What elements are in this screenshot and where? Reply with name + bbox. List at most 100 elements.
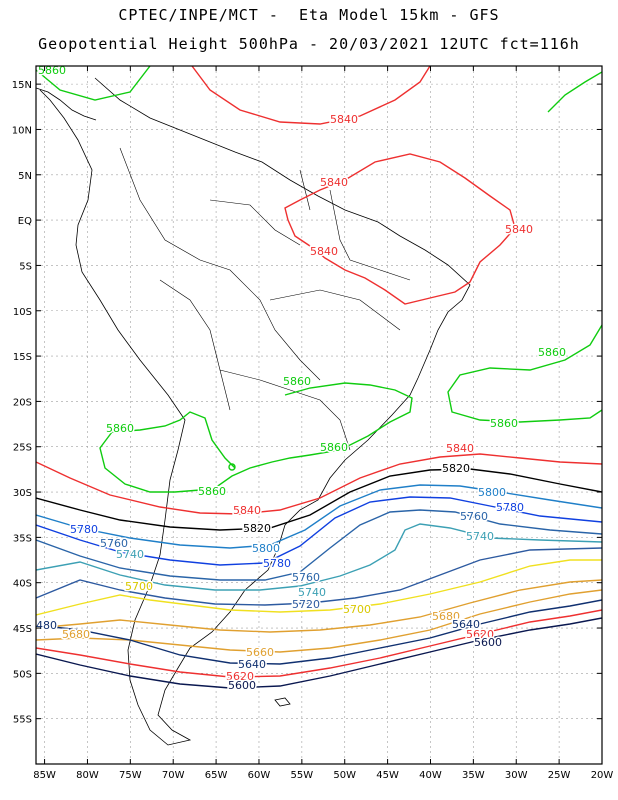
map-frame-border	[35, 65, 603, 765]
coastlines	[36, 77, 471, 746]
lat-tick-label: 55S	[13, 715, 32, 726]
lon-tick-label: 35W	[462, 770, 485, 781]
country-borders	[119, 147, 411, 451]
contour-label: 5780	[496, 501, 524, 514]
contour-label: 5640	[452, 618, 480, 631]
contour-label: 5620	[226, 670, 254, 683]
lon-tick-label: 20W	[591, 770, 614, 781]
lon-tick-label: 70W	[162, 770, 185, 781]
axis-tick-labels: 85W 80W 75W 70W 65W 60W 55W 50W 45W 40W 35W 30W 25W 2…	[12, 80, 614, 781]
lat-tick-label: 35S	[13, 533, 32, 544]
lat-tick-label: 45S	[13, 624, 32, 635]
contour-label: 5800	[252, 542, 280, 555]
axis-ticks	[36, 66, 603, 764]
contour-5680	[36, 579, 602, 633]
contour-label: 5840	[233, 504, 261, 517]
contour-label: 5740	[116, 548, 144, 561]
lat-tick-label: EQ	[18, 216, 32, 227]
contour-5820	[36, 468, 602, 531]
lon-tick-label: 45W	[376, 770, 399, 781]
contour-label: 5820	[243, 522, 271, 535]
contour-label: 5740	[466, 530, 494, 543]
contour-label: 5860	[538, 346, 566, 359]
contour-label: 5780	[263, 557, 291, 570]
contour-label: 5800	[478, 486, 506, 499]
falkland-islands	[274, 697, 291, 707]
lon-tick-label: 55W	[291, 770, 314, 781]
contour-label: 5780	[70, 523, 98, 536]
contour-5600	[36, 617, 602, 689]
contour-label: 5740	[298, 586, 326, 599]
lat-tick-label: 10S	[13, 307, 32, 318]
contour-5840-south	[36, 453, 602, 515]
contour-label: 5700	[343, 603, 371, 616]
contour-label: 5860	[283, 375, 311, 388]
contour-label: 5840	[505, 223, 533, 236]
contour-labels: 5860 5840 5840 5840 5840 5860 5860 5860 5860 5860…	[35, 63, 568, 694]
contour-5840-north	[191, 66, 431, 125]
contour-label: 5680	[62, 628, 90, 641]
lat-tick-label: 15S	[13, 352, 32, 363]
contour-5740	[36, 523, 602, 591]
contour-5780	[36, 496, 602, 566]
contour-5800	[36, 484, 602, 549]
contour-label: 5620	[466, 628, 494, 641]
contour-label: 5720	[292, 598, 320, 611]
lon-tick-label: 25W	[548, 770, 571, 781]
lat-tick-label: 40S	[13, 579, 32, 590]
contour-label: 5760	[100, 537, 128, 550]
contour-label: 5840	[330, 113, 358, 126]
contour-lines	[36, 66, 602, 689]
contour-label: 5700	[125, 580, 153, 593]
contour-5860-ring	[228, 463, 236, 471]
contour-5860-east	[447, 324, 602, 423]
lon-tick-label: 60W	[248, 770, 271, 781]
chart-title-line1: CPTEC/INPE/MCT - Eta Model 15km - GFS	[118, 6, 500, 24]
contour-label: 5600	[228, 679, 256, 692]
chart-title-line2: Geopotential Height 500hPa - 20/03/2021 …	[38, 35, 580, 53]
contour-label: 5860	[490, 417, 518, 430]
south-america-outline	[39, 77, 471, 746]
contour-label: 5860	[106, 422, 134, 435]
contour-5860-continent	[99, 382, 413, 493]
contour-label: 5760	[292, 571, 320, 584]
contour-5840-mid	[284, 153, 516, 305]
contour-label: 5680	[432, 610, 460, 623]
contour-5640	[36, 599, 602, 665]
contour-label: 5840	[320, 176, 348, 189]
lat-tick-label: 50S	[13, 669, 32, 680]
central-america-outline	[36, 87, 97, 121]
lon-tick-label: 75W	[119, 770, 142, 781]
lon-tick-label: 65W	[205, 770, 228, 781]
contour-label: 5840	[310, 245, 338, 258]
contour-label: 5600	[474, 636, 502, 649]
lon-tick-label: 30W	[505, 770, 528, 781]
lon-tick-label: 50W	[333, 770, 356, 781]
contour-5760	[36, 509, 602, 581]
contour-label: 5820	[442, 462, 470, 475]
contour-label: 480	[36, 619, 57, 632]
contour-label: 5760	[460, 510, 488, 523]
grid-lines	[36, 66, 602, 764]
lat-tick-label: 30S	[13, 488, 32, 499]
contour-5860-north	[36, 66, 151, 101]
contour-5720	[36, 547, 602, 606]
contour-5860-ne	[547, 71, 602, 113]
lat-tick-label: 5S	[19, 261, 32, 272]
lon-tick-label: 85W	[33, 770, 56, 781]
lat-tick-label: 15N	[12, 80, 32, 91]
contour-5700	[36, 559, 602, 616]
contour-label: 5660	[246, 646, 274, 659]
contour-label: 5860	[320, 441, 348, 454]
lat-tick-label: 25S	[13, 443, 32, 454]
contour-5620	[36, 609, 602, 678]
contour-label: 5640	[238, 658, 266, 671]
contour-label: 5860	[198, 485, 226, 498]
lon-tick-label: 80W	[76, 770, 99, 781]
lat-tick-label: 20S	[13, 397, 32, 408]
lat-tick-label: 5N	[18, 171, 32, 182]
contour-label: 5840	[446, 442, 474, 455]
lat-tick-label: 10N	[12, 125, 32, 136]
lon-tick-label: 40W	[419, 770, 442, 781]
